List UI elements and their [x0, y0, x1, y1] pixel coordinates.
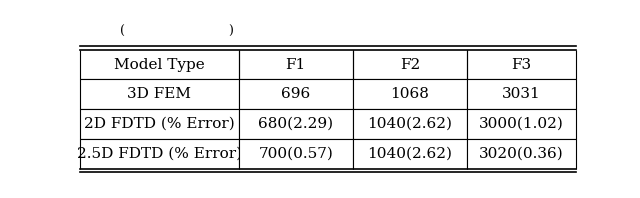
Text: (                          ): ( ) — [120, 25, 234, 38]
